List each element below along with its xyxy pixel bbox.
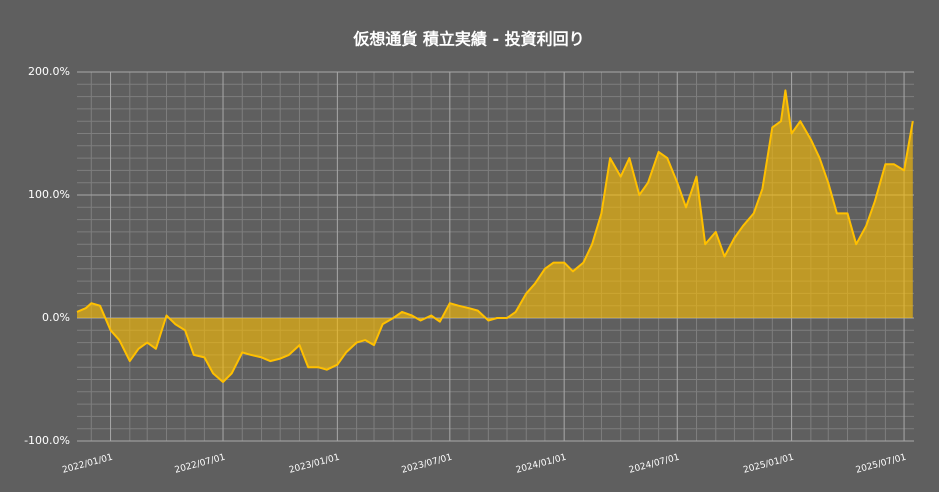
line — [76, 89, 914, 383]
y-tick-label: 200.0% — [28, 65, 70, 78]
y-tick-label: 100.0% — [28, 188, 70, 201]
area — [77, 90, 913, 383]
y-tick-label: 0.0% — [42, 311, 70, 324]
chart-title: 仮想通貨 積立実績 - 投資利回り — [352, 30, 584, 49]
y-tick-label: -100.0% — [24, 434, 70, 447]
